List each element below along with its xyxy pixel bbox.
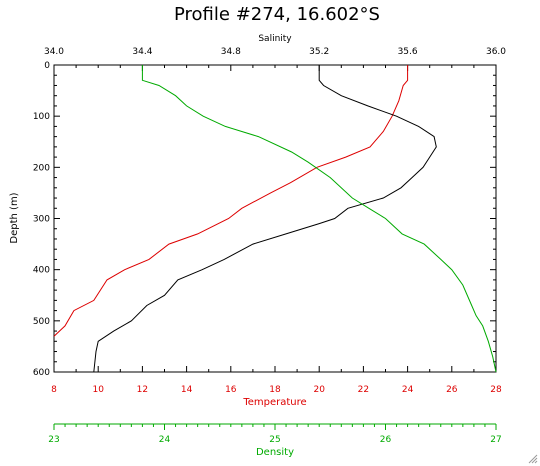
temperature-tick-label: 18	[269, 385, 281, 395]
density-tick-label: 25	[269, 435, 280, 445]
temperature-axis-label: Temperature	[242, 397, 306, 408]
density-tick-label: 24	[159, 435, 171, 445]
density-tick-label: 27	[490, 435, 501, 445]
temperature-tick-label: 20	[313, 385, 325, 395]
salinity-tick-label: 34.8	[221, 47, 241, 57]
series-layer	[53, 65, 497, 373]
depth-tick-label: 0	[44, 61, 50, 71]
depth-tick-label: 400	[33, 266, 50, 276]
depth-axis-label: Depth (m)	[9, 192, 20, 243]
temperature-tick-label: 28	[490, 385, 502, 395]
depth-tick-label: 300	[33, 215, 50, 225]
plot-frame	[53, 64, 497, 373]
resize-grip-icon[interactable]	[526, 452, 538, 464]
depth-tick-label: 600	[33, 368, 50, 378]
salinity-axis-label: Salinity	[258, 34, 292, 44]
depth-tick-label: 100	[33, 112, 50, 122]
density-tick-label: 26	[380, 435, 392, 445]
salinity-tick-label: 34.4	[132, 47, 152, 57]
temperature-tick-label: 26	[446, 385, 458, 395]
salinity-tick-label: 34.0	[44, 47, 64, 57]
temperature-tick-label: 24	[402, 385, 414, 395]
temperature-tick-label: 8	[51, 385, 57, 395]
density-axis-label: Density	[256, 447, 294, 458]
chart-title: Profile #274, 16.602°S	[174, 4, 380, 25]
salinity-tick-label: 36.0	[486, 47, 506, 57]
depth-tick-label: 500	[33, 317, 50, 327]
temperature-tick-label: 16	[225, 385, 237, 395]
salinity-tick-label: 35.6	[398, 47, 418, 57]
salinity-profile-line	[93, 65, 437, 373]
temperature-profile-line	[53, 65, 409, 337]
depth-tick-label: 200	[33, 163, 50, 173]
temperature-tick-label: 22	[358, 385, 369, 395]
temperature-tick-label: 14	[181, 385, 193, 395]
temperature-tick-label: 10	[92, 385, 104, 395]
salinity-tick-label: 35.2	[309, 47, 329, 57]
temperature-tick-label: 12	[137, 385, 148, 395]
density-tick-label: 23	[48, 435, 59, 445]
density-profile-line	[141, 65, 497, 373]
axes-layer: 0 100 200 300 400 500 600 34.0 34.4 34.8 35.2 35.6 3…	[33, 47, 506, 445]
